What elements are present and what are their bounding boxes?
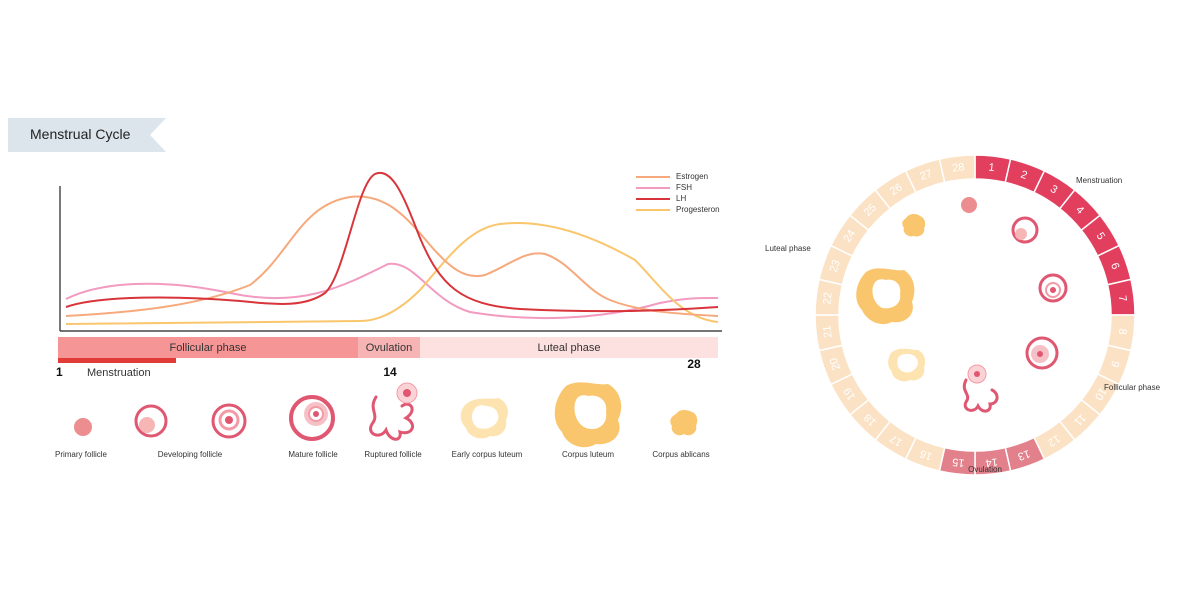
wheel-segment-day-28 [938,154,976,184]
wheel-day-label-6: 6 [1108,261,1121,271]
wheel-label-luteal: Luteal phase [765,244,811,253]
ovulation-phase-label: Ovulation [366,342,412,354]
stage-label-corpus-albicans: Corpus ablicans [652,450,709,459]
title-banner: Menstrual Cycle [8,118,166,152]
legend-label-lh: LH [676,194,687,203]
wheel-day-label-7: 7 [1116,295,1129,302]
wheel-day-label-13: 13 [1016,447,1032,462]
stage-label-developing-follicle: Developing follicle [158,450,223,459]
wheel-ruptured-follicle-icon [962,364,999,413]
corpus-albicans-icon [670,410,698,436]
legend-item-lh: LH [636,193,720,204]
wheel-day-label-1: 1 [988,162,995,175]
ruptured-follicle-icon [369,382,418,441]
wheel-day-label-21: 21 [821,325,834,339]
day-start-label: 1 [56,365,63,379]
wheel-segments: 1234567891011121314151617181920212223242… [814,154,1136,476]
developing-follicle-icon [134,404,168,438]
wheel-day-label-3: 3 [1048,183,1060,196]
legend-item-progesteron: Progesteron [636,204,720,215]
wheel-day-label-19: 19 [841,385,858,402]
wheel-developing-follicle-icon [1011,216,1039,244]
ovulation-phase-bar [358,337,420,358]
wheel-day-label-20: 20 [828,356,843,372]
wheel-corpus-luteum-icon [856,268,915,325]
day-end-label: 28 [687,357,701,371]
wheel-label-ovulation: Ovulation [968,465,1002,474]
wheel-day-label-22: 22 [821,292,834,306]
legend-swatch-lh [636,197,670,200]
luteal-phase-label: Luteal phase [538,342,601,354]
wheel-day-label-12: 12 [1045,432,1062,449]
lh-curve [65,171,719,313]
corpus-luteum-icon [554,382,622,448]
wheel-day-label-9: 9 [1108,359,1121,369]
follicular-phase-label: Follicular phase [169,342,246,354]
day-ovulation-label: 14 [383,365,397,379]
follicular-phase-bar [58,337,358,358]
title-banner-shape [8,118,166,152]
wheel-developing-follicle-icon-2 [1038,273,1068,303]
legend-swatch-fsh [636,186,670,189]
wheel-early-corpus-luteum-icon [888,348,926,382]
wheel-day-label-2: 2 [1019,169,1029,182]
legend-label-estrogen: Estrogen [676,172,709,181]
wheel-day-label-5: 5 [1094,230,1107,242]
menstruation-bar [58,358,176,363]
wheel-day-label-17: 17 [888,432,905,449]
hormone-diagram: Follicular phase Ovulation Luteal phase … [55,171,722,459]
wheel-day-label-15: 15 [952,455,966,468]
wheel-day-label-10: 10 [1092,385,1109,402]
developing-follicle-icon-2 [211,403,247,439]
legend-swatch-progesteron [636,208,670,211]
wheel-day-label-24: 24 [841,228,858,245]
progesterone-curve [65,222,719,325]
chart-legend: Estrogen FSH LH Progesteron [636,171,720,215]
estrogen-curve [65,195,719,317]
wheel-day-label-26: 26 [888,181,905,198]
legend-label-fsh: FSH [676,183,692,192]
wheel-label-menstruation: Menstruation [1076,176,1122,185]
legend-label-progesteron: Progesteron [676,205,720,214]
luteal-phase-bar [420,337,718,358]
wheel-day-label-16: 16 [918,447,934,462]
wheel-day-label-8: 8 [1116,328,1129,335]
wheel-day-label-14: 14 [985,455,999,468]
fsh-curve [65,262,719,320]
stage-label-early-corpus-luteum: Early corpus luteum [452,450,523,459]
legend-item-fsh: FSH [636,182,720,193]
legend-swatch-estrogen [636,175,670,178]
early-corpus-luteum-icon [460,398,508,439]
stage-label-corpus-luteum: Corpus luteum [562,450,614,459]
wheel-corpus-albicans-icon [902,214,926,237]
cycle-wheel: 1234567891011121314151617181920212223242… [765,154,1161,476]
mature-follicle-icon [289,395,335,441]
wheel-primary-follicle-icon [961,197,977,213]
legend-item-estrogen: Estrogen [636,171,720,182]
page-title: Menstrual Cycle [30,126,131,142]
wheel-mature-follicle-icon [1025,336,1059,370]
primary-follicle-icon [74,418,92,436]
wheel-day-label-23: 23 [828,258,843,274]
stage-label-mature-follicle: Mature follicle [288,450,338,459]
stage-label-primary-follicle: Primary follicle [55,450,108,459]
wheel-day-label-27: 27 [918,168,934,183]
stage-label-ruptured-follicle: Ruptured follicle [364,450,422,459]
wheel-day-label-28: 28 [952,161,966,174]
menstruation-label: Menstruation [87,367,151,379]
wheel-label-follicular: Follicular phase [1104,383,1161,392]
